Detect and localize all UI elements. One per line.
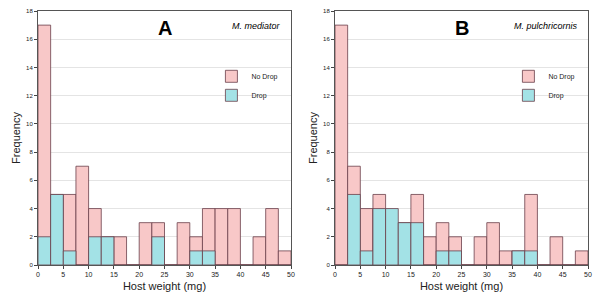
svg-text:18: 18 (26, 8, 33, 14)
svg-text:M. pulchricornis: M. pulchricornis (514, 21, 578, 31)
svg-text:4: 4 (326, 206, 330, 212)
svg-text:10: 10 (323, 121, 330, 127)
svg-text:0: 0 (326, 262, 330, 268)
svg-text:16: 16 (323, 36, 330, 42)
svg-text:A: A (158, 17, 172, 39)
svg-text:Frequency: Frequency (307, 112, 319, 164)
svg-text:0: 0 (29, 262, 33, 268)
svg-text:25: 25 (458, 271, 466, 278)
svg-text:2: 2 (326, 234, 330, 240)
svg-text:35: 35 (211, 271, 219, 278)
svg-text:B: B (455, 17, 469, 39)
svg-text:40: 40 (534, 271, 542, 278)
svg-text:Drop: Drop (548, 92, 563, 100)
svg-text:20: 20 (135, 271, 143, 278)
svg-text:Host weight (mg): Host weight (mg) (420, 280, 503, 292)
svg-text:8: 8 (326, 149, 330, 155)
svg-text:45: 45 (559, 271, 567, 278)
svg-text:6: 6 (29, 177, 33, 183)
svg-text:50: 50 (287, 271, 295, 278)
svg-text:25: 25 (161, 271, 169, 278)
svg-text:10: 10 (26, 121, 33, 127)
svg-text:14: 14 (26, 65, 33, 71)
svg-text:10: 10 (85, 271, 93, 278)
svg-text:Frequency: Frequency (10, 112, 22, 164)
svg-text:12: 12 (323, 93, 330, 99)
svg-text:M. mediator: M. mediator (232, 21, 281, 31)
svg-text:5: 5 (358, 271, 362, 278)
svg-text:50: 50 (584, 271, 592, 278)
svg-text:35: 35 (508, 271, 516, 278)
svg-text:16: 16 (26, 36, 33, 42)
svg-text:Host weight (mg): Host weight (mg) (123, 280, 206, 292)
svg-text:15: 15 (407, 271, 415, 278)
svg-text:6: 6 (326, 177, 330, 183)
svg-text:10: 10 (382, 271, 390, 278)
svg-text:30: 30 (186, 271, 194, 278)
svg-text:8: 8 (29, 149, 33, 155)
svg-text:45: 45 (262, 271, 270, 278)
svg-text:0: 0 (333, 271, 337, 278)
svg-text:5: 5 (61, 271, 65, 278)
svg-text:4: 4 (29, 206, 33, 212)
svg-text:No Drop: No Drop (251, 73, 277, 81)
svg-text:20: 20 (432, 271, 440, 278)
svg-text:No Drop: No Drop (548, 73, 574, 81)
svg-text:40: 40 (237, 271, 245, 278)
svg-text:14: 14 (323, 65, 330, 71)
svg-text:12: 12 (26, 93, 33, 99)
svg-text:Drop: Drop (251, 92, 266, 100)
svg-text:18: 18 (323, 8, 330, 14)
svg-text:0: 0 (36, 271, 40, 278)
svg-text:30: 30 (483, 271, 491, 278)
svg-text:2: 2 (29, 234, 33, 240)
svg-text:15: 15 (110, 271, 118, 278)
